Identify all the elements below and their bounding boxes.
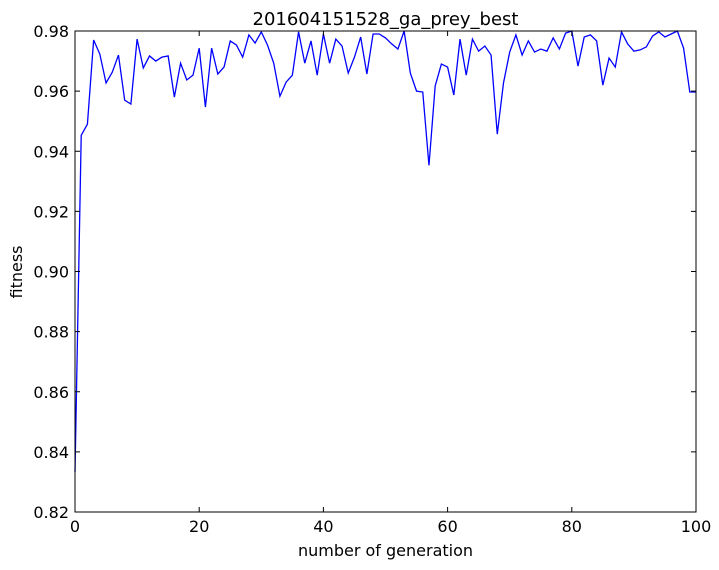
y-tick-label: 0.94 <box>33 142 69 161</box>
series-line-0 <box>74 29 696 473</box>
y-tick-label: 0.98 <box>33 22 69 41</box>
y-tick-label: 0.90 <box>33 263 69 282</box>
x-tick-label: 0 <box>70 517 80 536</box>
x-tick-label: 100 <box>681 517 712 536</box>
y-tick-label: 0.88 <box>33 323 69 342</box>
x-tick-label: 20 <box>189 517 209 536</box>
x-tick-label: 40 <box>313 517 333 536</box>
y-tick-label: 0.84 <box>33 443 69 462</box>
chart-title: 201604151528_ga_prey_best <box>253 9 519 30</box>
y-tick-label: 0.92 <box>33 202 69 221</box>
y-tick-label: 0.96 <box>33 82 69 101</box>
y-axis-label: fitness <box>7 245 26 298</box>
x-tick-label: 80 <box>562 517 582 536</box>
y-tick-label: 0.86 <box>33 383 69 402</box>
x-axis-label: number of generation <box>298 541 473 560</box>
x-tick-label: 60 <box>437 517 457 536</box>
plot-frame <box>74 30 697 513</box>
plot-area: 0 20 40 60 80 100 0.82 0.84 0.86 0.88 0.90 0.92 0.94… <box>33 22 711 536</box>
y-tick-label: 0.82 <box>33 503 69 522</box>
